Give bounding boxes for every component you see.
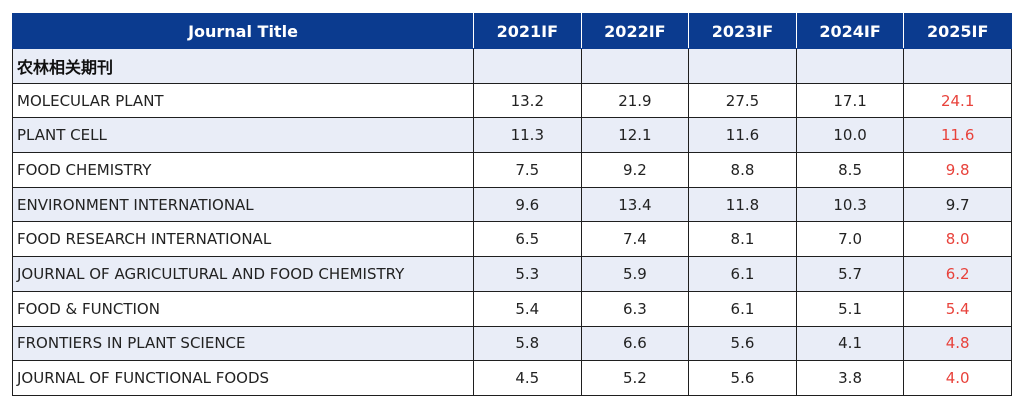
if-2021-cell: 7.5 bbox=[473, 152, 582, 188]
if-2024-cell: 10.3 bbox=[795, 186, 905, 223]
if-2021-cell: 13.2 bbox=[473, 82, 582, 119]
journal-title-cell: ENVIRONMENT INTERNATIONAL bbox=[12, 186, 474, 223]
if-2024-cell: 5.7 bbox=[795, 256, 905, 292]
table-row: JOURNAL OF AGRICULTURAL AND FOOD CHEMIST… bbox=[12, 256, 1012, 292]
if-2023-cell: 8.1 bbox=[688, 221, 797, 258]
section-empty-cell bbox=[795, 48, 905, 84]
if-2023-cell: 6.1 bbox=[688, 290, 797, 327]
if-2024-cell: 10.0 bbox=[795, 117, 905, 154]
section-empty-cell bbox=[903, 48, 1012, 84]
table-row: FRONTIERS IN PLANT SCIENCE 5.8 6.6 5.6 4… bbox=[12, 325, 1012, 362]
if-2024-cell: 7.0 bbox=[795, 221, 905, 258]
if-2023-cell: 11.8 bbox=[688, 186, 797, 223]
if-2025-cell: 8.0 bbox=[903, 221, 1012, 258]
table-row: JOURNAL OF FUNCTIONAL FOODS 4.5 5.2 5.6 … bbox=[12, 360, 1012, 396]
journal-title-cell: FOOD & FUNCTION bbox=[12, 290, 474, 327]
if-2025-cell: 6.2 bbox=[903, 256, 1012, 292]
if-2021-cell: 4.5 bbox=[473, 360, 582, 396]
table-row: FOOD RESEARCH INTERNATIONAL 6.5 7.4 8.1 … bbox=[12, 221, 1012, 258]
if-2022-cell: 21.9 bbox=[580, 82, 690, 119]
if-2023-cell: 5.6 bbox=[688, 325, 797, 362]
section-label: 农林相关期刊 bbox=[12, 48, 474, 84]
if-2023-cell: 11.6 bbox=[688, 117, 797, 154]
if-2023-cell: 27.5 bbox=[688, 82, 797, 119]
if-2022-cell: 5.2 bbox=[580, 360, 690, 396]
if-2021-cell: 9.6 bbox=[473, 186, 582, 223]
if-2024-cell: 3.8 bbox=[795, 360, 905, 396]
header-2022if: 2022IF bbox=[580, 13, 690, 49]
if-2022-cell: 9.2 bbox=[580, 152, 690, 188]
section-empty-cell bbox=[473, 48, 582, 84]
if-2022-cell: 6.6 bbox=[580, 325, 690, 362]
if-2021-cell: 5.8 bbox=[473, 325, 582, 362]
if-2022-cell: 5.9 bbox=[580, 256, 690, 292]
impact-factor-table: Journal Title 2021IF 2022IF 2023IF 2024I… bbox=[12, 13, 1012, 396]
header-row: Journal Title 2021IF 2022IF 2023IF 2024I… bbox=[12, 13, 1012, 49]
table-row: FOOD & FUNCTION 5.4 6.3 6.1 5.1 5.4 bbox=[12, 290, 1012, 327]
table-row: MOLECULAR PLANT 13.2 21.9 27.5 17.1 24.1 bbox=[12, 82, 1012, 119]
section-row: 农林相关期刊 bbox=[12, 48, 1012, 84]
if-2024-cell: 17.1 bbox=[795, 82, 905, 119]
table-row: FOOD CHEMISTRY 7.5 9.2 8.8 8.5 9.8 bbox=[12, 152, 1012, 188]
if-2022-cell: 7.4 bbox=[580, 221, 690, 258]
if-2023-cell: 8.8 bbox=[688, 152, 797, 188]
journal-title-cell: PLANT CELL bbox=[12, 117, 474, 154]
journal-title-cell: FOOD RESEARCH INTERNATIONAL bbox=[12, 221, 474, 258]
if-2025-cell: 4.8 bbox=[903, 325, 1012, 362]
if-2021-cell: 11.3 bbox=[473, 117, 582, 154]
if-2021-cell: 5.3 bbox=[473, 256, 582, 292]
header-2023if: 2023IF bbox=[688, 13, 797, 49]
if-2021-cell: 5.4 bbox=[473, 290, 582, 327]
if-2025-cell: 24.1 bbox=[903, 82, 1012, 119]
if-2025-cell: 5.4 bbox=[903, 290, 1012, 327]
if-2025-cell: 9.8 bbox=[903, 152, 1012, 188]
journal-title-cell: FRONTIERS IN PLANT SCIENCE bbox=[12, 325, 474, 362]
journal-title-cell: FOOD CHEMISTRY bbox=[12, 152, 474, 188]
if-2022-cell: 12.1 bbox=[580, 117, 690, 154]
header-journal-title: Journal Title bbox=[12, 13, 474, 49]
if-2025-cell: 11.6 bbox=[903, 117, 1012, 154]
header-2025if: 2025IF bbox=[903, 13, 1012, 49]
table-row: PLANT CELL 11.3 12.1 11.6 10.0 11.6 bbox=[12, 117, 1012, 154]
if-2021-cell: 6.5 bbox=[473, 221, 582, 258]
journal-title-cell: JOURNAL OF FUNCTIONAL FOODS bbox=[12, 360, 474, 396]
if-2024-cell: 4.1 bbox=[795, 325, 905, 362]
if-2022-cell: 6.3 bbox=[580, 290, 690, 327]
section-empty-cell bbox=[688, 48, 797, 84]
if-2025-cell: 9.7 bbox=[903, 186, 1012, 223]
table-body: 农林相关期刊 MOLECULAR PLANT 13.2 21.9 27.5 17… bbox=[12, 48, 1012, 396]
section-empty-cell bbox=[580, 48, 690, 84]
header-2024if: 2024IF bbox=[795, 13, 905, 49]
if-2022-cell: 13.4 bbox=[580, 186, 690, 223]
if-2024-cell: 8.5 bbox=[795, 152, 905, 188]
header-2021if: 2021IF bbox=[473, 13, 582, 49]
if-2025-cell: 4.0 bbox=[903, 360, 1012, 396]
table-row: ENVIRONMENT INTERNATIONAL 9.6 13.4 11.8 … bbox=[12, 186, 1012, 223]
if-2024-cell: 5.1 bbox=[795, 290, 905, 327]
if-2023-cell: 5.6 bbox=[688, 360, 797, 396]
journal-title-cell: MOLECULAR PLANT bbox=[12, 82, 474, 119]
if-2023-cell: 6.1 bbox=[688, 256, 797, 292]
journal-title-cell: JOURNAL OF AGRICULTURAL AND FOOD CHEMIST… bbox=[12, 256, 474, 292]
